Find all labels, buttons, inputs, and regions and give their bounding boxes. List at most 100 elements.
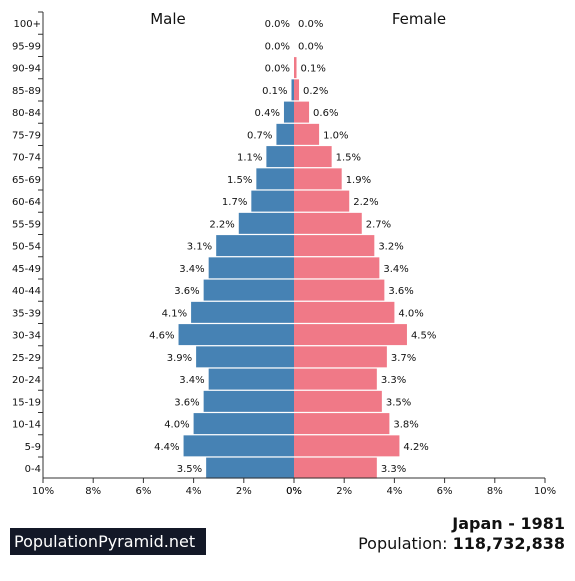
- age-group-label: 55-59: [12, 219, 41, 230]
- age-group-label: 40-44: [12, 286, 41, 297]
- population-prefix: Population:: [358, 534, 453, 553]
- female-bar: [294, 346, 387, 368]
- female-bar: [294, 301, 395, 323]
- brand-logo[interactable]: PopulationPyramid.net: [10, 528, 206, 555]
- female-bar: [294, 168, 342, 190]
- male-bar: [196, 346, 294, 368]
- female-heading: Female: [392, 10, 446, 28]
- x-tick-label-female: 2%: [336, 486, 352, 497]
- x-tick-label-female: 4%: [386, 486, 402, 497]
- female-value-label: 2.2%: [353, 197, 378, 208]
- male-bar: [208, 257, 294, 279]
- age-group-label: 5-9: [25, 442, 41, 453]
- male-bar: [203, 390, 294, 412]
- female-value-label: 3.7%: [391, 353, 416, 364]
- female-value-label: 0.0%: [298, 41, 323, 52]
- female-bar: [294, 212, 362, 234]
- female-value-label: 3.3%: [381, 464, 406, 475]
- x-tick-label-male: 0%: [286, 486, 302, 497]
- age-group-label: 35-39: [12, 308, 41, 319]
- female-value-label: 1.9%: [346, 175, 371, 186]
- female-value-label: 2.7%: [366, 219, 391, 230]
- x-tick-label-female: 10%: [534, 486, 556, 497]
- male-value-label: 0.0%: [265, 64, 290, 75]
- age-group-label: 75-79: [12, 130, 41, 141]
- age-group-label: 65-69: [12, 175, 41, 186]
- male-value-label: 3.6%: [174, 286, 199, 297]
- age-group-label: 0-4: [25, 464, 41, 475]
- x-tick-label-male: 2%: [236, 486, 252, 497]
- age-group-label: 15-19: [12, 397, 41, 408]
- female-bar: [294, 324, 407, 346]
- male-value-label: 3.5%: [177, 464, 202, 475]
- female-value-label: 0.0%: [298, 19, 323, 30]
- male-value-label: 2.2%: [209, 219, 234, 230]
- age-group-label: 85-89: [12, 86, 41, 97]
- male-bar: [193, 413, 294, 435]
- male-value-label: 0.0%: [265, 41, 290, 52]
- male-bar: [238, 212, 294, 234]
- female-bar: [294, 146, 332, 168]
- chart-title: Japan - 1981: [452, 514, 565, 533]
- age-group-label: 95-99: [12, 41, 41, 52]
- male-value-label: 1.5%: [227, 175, 252, 186]
- male-heading: Male: [150, 10, 186, 28]
- female-value-label: 3.3%: [381, 375, 406, 386]
- male-value-label: 4.6%: [149, 331, 174, 342]
- female-value-label: 0.2%: [303, 86, 328, 97]
- male-value-label: 3.4%: [179, 375, 204, 386]
- male-bar: [283, 101, 294, 123]
- female-bar: [294, 79, 300, 101]
- male-bar: [291, 79, 294, 101]
- female-bar: [294, 123, 320, 145]
- population-value: 118,732,838: [452, 534, 565, 553]
- female-bar: [294, 257, 380, 279]
- x-tick-label-female: 6%: [437, 486, 453, 497]
- female-value-label: 4.5%: [411, 331, 436, 342]
- age-group-label: 25-29: [12, 353, 41, 364]
- male-bar: [206, 457, 294, 479]
- female-bar: [294, 101, 310, 123]
- female-bar: [294, 390, 382, 412]
- male-value-label: 3.9%: [167, 353, 192, 364]
- male-value-label: 1.1%: [237, 153, 262, 164]
- female-bar: [294, 279, 385, 301]
- male-value-label: 3.1%: [187, 242, 212, 253]
- age-group-label: 45-49: [12, 264, 41, 275]
- male-bar: [178, 324, 294, 346]
- male-bar: [276, 123, 294, 145]
- female-bar: [294, 57, 297, 79]
- age-group-label: 60-64: [12, 197, 41, 208]
- x-tick-label-male: 6%: [135, 486, 151, 497]
- female-value-label: 1.0%: [323, 130, 348, 141]
- male-value-label: 3.6%: [174, 397, 199, 408]
- male-value-label: 0.1%: [262, 86, 287, 97]
- age-group-label: 50-54: [12, 242, 41, 253]
- male-value-label: 1.7%: [222, 197, 247, 208]
- female-value-label: 0.1%: [301, 64, 326, 75]
- age-group-label: 10-14: [12, 420, 41, 431]
- male-bar: [251, 190, 294, 212]
- age-group-label: 30-34: [12, 331, 41, 342]
- male-value-label: 3.4%: [179, 264, 204, 275]
- female-value-label: 3.2%: [378, 242, 403, 253]
- population-pyramid-chart: Male Female 0.0% 0.0% 100+ 0.0% 0.0% 95-99 0.0…: [12, 10, 556, 497]
- female-bar: [294, 190, 350, 212]
- male-bar: [191, 301, 294, 323]
- female-bar: [294, 435, 400, 457]
- age-group-label: 90-94: [12, 64, 41, 75]
- age-group-label: 80-84: [12, 108, 41, 119]
- male-bar: [183, 435, 294, 457]
- male-bar: [216, 235, 294, 257]
- female-bar: [294, 368, 377, 390]
- female-value-label: 3.4%: [383, 264, 408, 275]
- age-group-label: 20-24: [12, 375, 41, 386]
- age-group-label: 70-74: [12, 153, 41, 164]
- male-bar: [256, 168, 294, 190]
- female-value-label: 3.8%: [393, 420, 418, 431]
- x-tick-label-female: 0%: [286, 486, 302, 497]
- female-value-label: 4.2%: [403, 442, 428, 453]
- population-line: Population: 118,732,838: [358, 534, 565, 553]
- male-bar: [266, 146, 294, 168]
- x-tick-label-male: 8%: [85, 486, 101, 497]
